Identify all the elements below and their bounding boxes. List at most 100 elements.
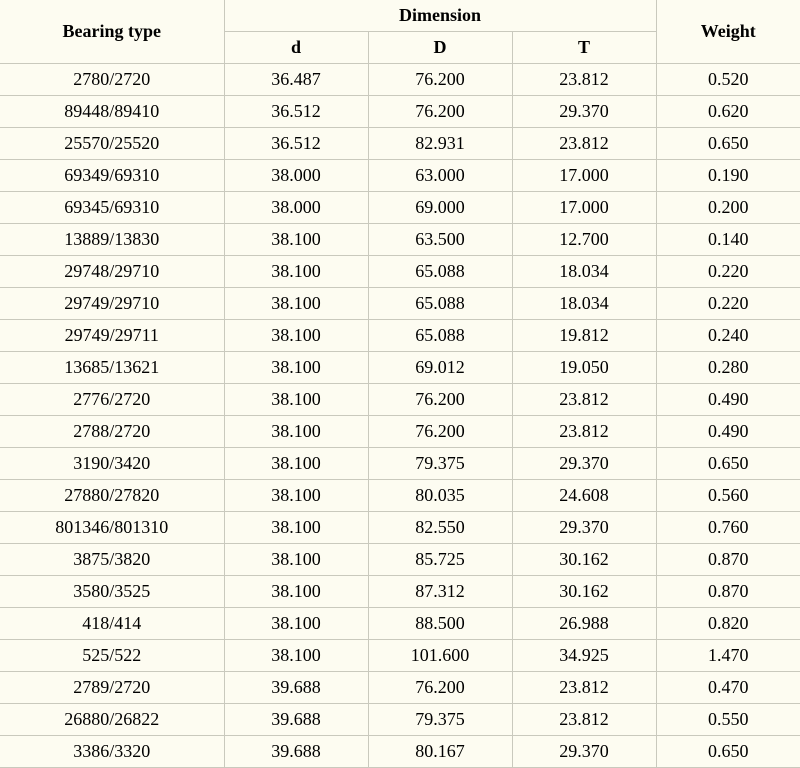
table-cell: 18.034 — [512, 288, 656, 320]
header-D: D — [368, 32, 512, 64]
table-cell: 27880/27820 — [0, 480, 224, 512]
table-cell: 38.100 — [224, 256, 368, 288]
table-cell: 3875/3820 — [0, 544, 224, 576]
table-cell: 87.312 — [368, 576, 512, 608]
table-cell: 23.812 — [512, 416, 656, 448]
table-row: 29749/2971138.10065.08819.8120.240 — [0, 320, 800, 352]
table-cell: 85.725 — [368, 544, 512, 576]
table-cell: 38.100 — [224, 288, 368, 320]
table-cell: 0.240 — [656, 320, 800, 352]
table-header: Bearing type Dimension Weight d D T — [0, 0, 800, 64]
table-cell: 0.650 — [656, 448, 800, 480]
table-cell: 34.925 — [512, 640, 656, 672]
table-cell: 2780/2720 — [0, 64, 224, 96]
table-cell: 0.280 — [656, 352, 800, 384]
table-cell: 80.167 — [368, 736, 512, 768]
table-cell: 76.200 — [368, 416, 512, 448]
table-cell: 3190/3420 — [0, 448, 224, 480]
table-cell: 0.760 — [656, 512, 800, 544]
table-cell: 0.650 — [656, 736, 800, 768]
table-cell: 23.812 — [512, 384, 656, 416]
table-cell: 29749/29710 — [0, 288, 224, 320]
table-cell: 82.931 — [368, 128, 512, 160]
table-cell: 29.370 — [512, 512, 656, 544]
table-cell: 38.100 — [224, 448, 368, 480]
table-cell: 0.550 — [656, 704, 800, 736]
header-d: d — [224, 32, 368, 64]
table-cell: 38.100 — [224, 320, 368, 352]
table-cell: 30.162 — [512, 544, 656, 576]
table-cell: 76.200 — [368, 384, 512, 416]
table-cell: 69.012 — [368, 352, 512, 384]
table-cell: 38.000 — [224, 160, 368, 192]
table-cell: 418/414 — [0, 608, 224, 640]
table-cell: 36.487 — [224, 64, 368, 96]
table-cell: 80.035 — [368, 480, 512, 512]
table-cell: 36.512 — [224, 96, 368, 128]
table-row: 69349/6931038.00063.00017.0000.190 — [0, 160, 800, 192]
table-cell: 525/522 — [0, 640, 224, 672]
table-cell: 0.470 — [656, 672, 800, 704]
table-cell: 23.812 — [512, 672, 656, 704]
table-cell: 65.088 — [368, 320, 512, 352]
table-row: 69345/6931038.00069.00017.0000.200 — [0, 192, 800, 224]
table-cell: 65.088 — [368, 256, 512, 288]
table-cell: 19.812 — [512, 320, 656, 352]
table-cell: 0.140 — [656, 224, 800, 256]
table-cell: 38.100 — [224, 576, 368, 608]
table-body: 2780/272036.48776.20023.8120.52089448/89… — [0, 64, 800, 768]
table-cell: 17.000 — [512, 192, 656, 224]
table-cell: 2788/2720 — [0, 416, 224, 448]
table-cell: 89448/89410 — [0, 96, 224, 128]
table-cell: 79.375 — [368, 448, 512, 480]
table-cell: 19.050 — [512, 352, 656, 384]
table-cell: 38.000 — [224, 192, 368, 224]
table-cell: 76.200 — [368, 672, 512, 704]
table-row: 525/52238.100101.60034.9251.470 — [0, 640, 800, 672]
table-cell: 26.988 — [512, 608, 656, 640]
table-cell: 13889/13830 — [0, 224, 224, 256]
table-cell: 0.490 — [656, 384, 800, 416]
table-cell: 76.200 — [368, 64, 512, 96]
table-cell: 12.700 — [512, 224, 656, 256]
table-cell: 0.560 — [656, 480, 800, 512]
table-cell: 0.620 — [656, 96, 800, 128]
table-row: 2789/272039.68876.20023.8120.470 — [0, 672, 800, 704]
table-cell: 0.820 — [656, 608, 800, 640]
table-cell: 0.870 — [656, 576, 800, 608]
table-cell: 17.000 — [512, 160, 656, 192]
table-row: 2788/272038.10076.20023.8120.490 — [0, 416, 800, 448]
table-cell: 29.370 — [512, 448, 656, 480]
bearing-table: Bearing type Dimension Weight d D T 2780… — [0, 0, 800, 768]
header-bearing-type: Bearing type — [0, 0, 224, 64]
table-row: 3875/382038.10085.72530.1620.870 — [0, 544, 800, 576]
table-cell: 38.100 — [224, 512, 368, 544]
table-cell: 69.000 — [368, 192, 512, 224]
table-cell: 2789/2720 — [0, 672, 224, 704]
table-cell: 18.034 — [512, 256, 656, 288]
table-cell: 0.650 — [656, 128, 800, 160]
table-cell: 30.162 — [512, 576, 656, 608]
table-cell: 0.520 — [656, 64, 800, 96]
table-cell: 23.812 — [512, 128, 656, 160]
table-cell: 39.688 — [224, 672, 368, 704]
table-cell: 88.500 — [368, 608, 512, 640]
table-cell: 79.375 — [368, 704, 512, 736]
table-cell: 39.688 — [224, 736, 368, 768]
table-cell: 29748/29710 — [0, 256, 224, 288]
table-cell: 13685/13621 — [0, 352, 224, 384]
table-cell: 26880/26822 — [0, 704, 224, 736]
table-row: 27880/2782038.10080.03524.6080.560 — [0, 480, 800, 512]
table-cell: 0.200 — [656, 192, 800, 224]
table-cell: 24.608 — [512, 480, 656, 512]
table-cell: 38.100 — [224, 384, 368, 416]
table-cell: 63.000 — [368, 160, 512, 192]
table-cell: 3580/3525 — [0, 576, 224, 608]
table-row: 13685/1362138.10069.01219.0500.280 — [0, 352, 800, 384]
header-dimension: Dimension — [224, 0, 656, 32]
table-cell: 38.100 — [224, 352, 368, 384]
table-cell: 82.550 — [368, 512, 512, 544]
table-cell: 3386/3320 — [0, 736, 224, 768]
table-cell: 38.100 — [224, 416, 368, 448]
table-cell: 0.220 — [656, 288, 800, 320]
